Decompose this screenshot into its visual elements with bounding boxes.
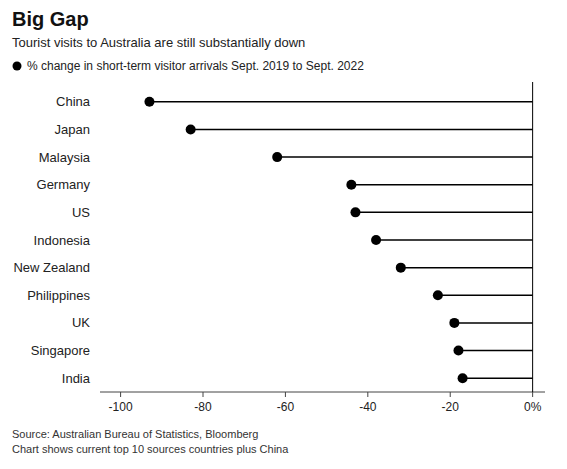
dot [449, 318, 459, 328]
x-tick-label: -20 [442, 400, 460, 414]
stem [438, 295, 533, 297]
source-note: Chart shows current top 10 sources count… [12, 443, 289, 455]
stem [458, 350, 532, 352]
x-axis-line [100, 392, 545, 393]
x-tick-label: -100 [109, 400, 133, 414]
stem [149, 101, 532, 103]
x-tick [120, 392, 121, 397]
category-label: Indonesia [34, 233, 91, 248]
x-tick [285, 392, 286, 397]
x-tick-label: -40 [359, 400, 377, 414]
category-label: Malaysia [39, 150, 91, 165]
dot [433, 290, 443, 300]
dot [350, 207, 360, 217]
legend: % change in short-term visitor arrivals … [13, 59, 365, 73]
stem [277, 156, 532, 158]
x-tick [203, 392, 204, 397]
category-label: Singapore [31, 343, 90, 358]
dot [186, 124, 196, 134]
x-tick-label: -80 [194, 400, 212, 414]
source-note: Source: Australian Bureau of Statistics,… [12, 428, 258, 440]
marks [144, 97, 532, 383]
title: Big Gap [12, 8, 89, 30]
dot [458, 373, 468, 383]
legend-label: % change in short-term visitor arrivals … [27, 59, 364, 73]
x-tick-label: 0% [524, 400, 542, 414]
dot [453, 346, 463, 356]
dot [144, 97, 154, 107]
category-label: UK [72, 315, 90, 330]
category-label: New Zealand [13, 260, 90, 275]
dot [346, 180, 356, 190]
subtitle: Tourist visits to Australia are still su… [12, 35, 305, 50]
category-label: Germany [37, 177, 91, 192]
x-tick [532, 392, 533, 397]
stem [355, 212, 532, 214]
category-label: US [72, 205, 90, 220]
stem [376, 239, 533, 241]
zero-line [532, 82, 533, 392]
stem [454, 322, 532, 324]
dot [371, 235, 381, 245]
dot [272, 152, 282, 162]
stem [351, 184, 532, 186]
x-tick [450, 392, 451, 397]
category-label: China [56, 94, 91, 109]
dot [396, 263, 406, 273]
x-tick-label: -60 [277, 400, 295, 414]
category-label: India [62, 371, 91, 386]
stem [401, 267, 533, 269]
x-tick [367, 392, 368, 397]
category-label: Japan [55, 122, 90, 137]
legend-swatch [13, 62, 22, 71]
category-label: Philippines [27, 288, 90, 303]
stem [191, 129, 533, 131]
stem [463, 377, 533, 379]
